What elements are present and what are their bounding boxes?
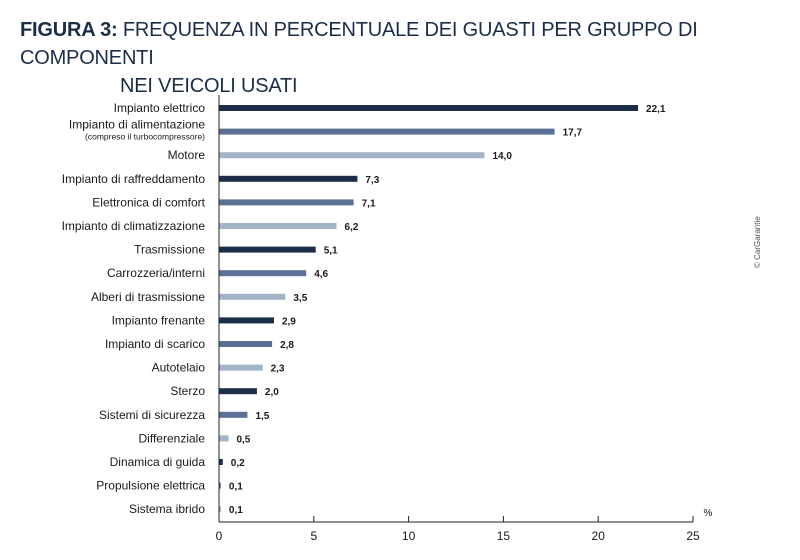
x-tick-label: 25: [686, 529, 700, 543]
value-label: 3,5: [293, 293, 307, 304]
category-label: Sistema ibrido: [129, 502, 205, 516]
bar: [219, 411, 248, 418]
category-labels-group: Impianto elettrico Impianto di alimentazi…: [62, 101, 206, 516]
category-label: Alberi di trasmissione: [91, 290, 205, 304]
category-label: Differenziale: [139, 431, 206, 445]
value-label: 2,0: [265, 387, 279, 398]
bar: [219, 152, 485, 159]
value-label: 14,0: [492, 151, 512, 162]
category-label: Propulsione elettrica: [96, 479, 205, 493]
bar: [219, 506, 221, 513]
category-label: Elettronica di comfort: [92, 195, 205, 209]
bar: [219, 199, 354, 206]
bar: [219, 246, 316, 253]
x-tick-label: 15: [497, 529, 511, 543]
category-label: Trasmissione: [134, 243, 205, 257]
value-label: 0,5: [236, 434, 250, 445]
x-tick-label: 5: [310, 529, 317, 543]
bar: [219, 459, 223, 465]
bar: [219, 482, 221, 489]
category-label: Motore: [168, 148, 206, 162]
bar: [219, 317, 274, 324]
value-label: 7,3: [365, 175, 379, 186]
title-line-1: FREQUENZA IN PERCENTUALE DEI GUASTI PER …: [20, 19, 698, 69]
x-unit-label: %: [704, 508, 713, 519]
category-label: Impianto di climatizzazione: [62, 219, 206, 233]
x-tick-label: 10: [402, 529, 416, 543]
x-tick-label: 0: [216, 529, 223, 543]
title-line-2: NEI VEICOLI USATI: [120, 75, 298, 97]
value-label: 0,1: [229, 505, 243, 516]
category-label: Impianto frenante: [112, 313, 206, 327]
bar: [219, 223, 337, 229]
bar: [219, 175, 358, 182]
value-label: 5,1: [324, 246, 338, 257]
value-label: 0,2: [231, 458, 245, 469]
bar: [219, 388, 257, 395]
bars-group: [219, 105, 639, 513]
category-label: Autotelaio: [152, 361, 206, 375]
chart-title: FIGURA 3: FREQUENZA IN PERCENTUALE DEI G…: [20, 16, 780, 100]
category-label: Carrozzeria/interni: [107, 266, 205, 280]
bar: [219, 435, 229, 442]
value-label: 0,1: [229, 482, 243, 493]
x-tick-label: 20: [592, 529, 606, 543]
copyright-credit: © CarGarantie: [753, 216, 762, 268]
category-label: Impianto di scarico: [105, 337, 205, 351]
category-label: Impianto di alimentazione: [69, 118, 205, 132]
bar: [219, 128, 555, 135]
value-label: 22,1: [646, 104, 666, 115]
value-label: 6,2: [345, 222, 359, 233]
value-label: 1,5: [255, 411, 269, 422]
value-label: 2,9: [282, 316, 296, 327]
bar: [219, 364, 263, 371]
value-label: 17,7: [563, 128, 583, 139]
value-label: 4,6: [314, 269, 328, 280]
value-labels-group: 22,1 17,7 14,0 7,3 7,1 6,2 5,1 4,6 3,5 2,9 2,8 2,3 2…: [229, 104, 666, 516]
x-axis: 0 5 10 15 20 25%: [216, 95, 713, 543]
bar: [219, 293, 286, 300]
category-label: Dinamica di guida: [110, 455, 206, 469]
value-label: 2,8: [280, 340, 294, 351]
category-label: Impianto di raffreddamento: [62, 172, 206, 186]
category-note: (compreso il turbocompressore): [85, 132, 205, 142]
category-label: Impianto elettrico: [114, 101, 206, 115]
bar: [219, 270, 307, 277]
category-label: Sistemi di sicurezza: [99, 408, 205, 422]
value-label: 2,3: [271, 364, 285, 375]
bar: [219, 105, 639, 111]
bar: [219, 341, 273, 347]
figure-label: FIGURA 3:: [20, 19, 118, 41]
value-label: 7,1: [362, 198, 376, 209]
category-label: Sterzo: [170, 384, 205, 398]
